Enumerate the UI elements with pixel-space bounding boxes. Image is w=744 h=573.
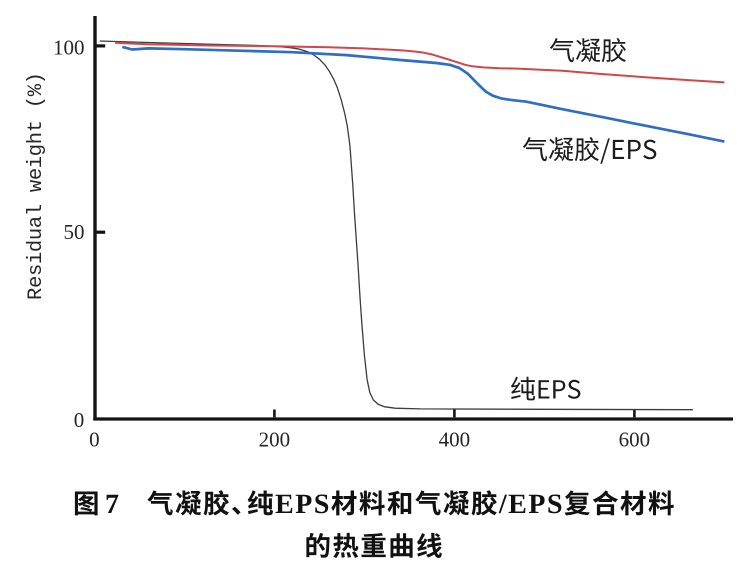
svg-text:0: 0 xyxy=(89,428,100,452)
svg-text:50: 50 xyxy=(64,220,85,244)
svg-text:Residual weight (%): Residual weight (%) xyxy=(25,72,48,300)
svg-text:0: 0 xyxy=(74,408,85,432)
svg-text:400: 400 xyxy=(439,428,471,452)
svg-text:200: 200 xyxy=(259,428,291,452)
svg-text:100: 100 xyxy=(53,35,85,59)
svg-text:600: 600 xyxy=(619,428,651,452)
